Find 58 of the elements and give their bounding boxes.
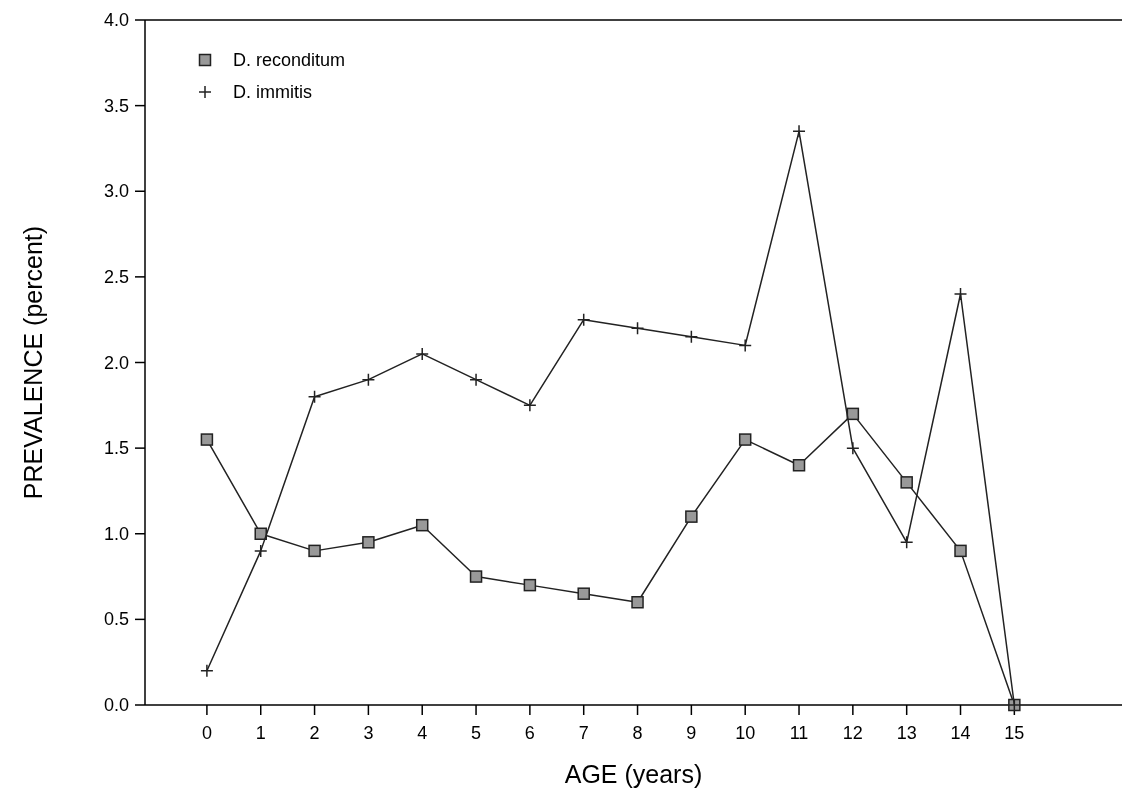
x-axis-title: AGE (years) (564, 760, 703, 788)
point (253, 544, 268, 558)
point (576, 312, 591, 327)
y-tick-label: 3.0 (103, 181, 129, 202)
point (200, 664, 214, 678)
point (469, 570, 483, 583)
legend-label: D. reconditum (233, 50, 346, 70)
y-tick-label: 3.5 (103, 95, 129, 116)
point (200, 433, 214, 446)
point (684, 330, 699, 344)
x-tick-label: 12 (842, 723, 863, 743)
y-tick-label: 2.0 (103, 352, 129, 373)
point (685, 510, 698, 523)
x-tick-label: 4 (417, 723, 428, 743)
point (415, 347, 429, 361)
y-tick-label: 2.5 (103, 266, 129, 287)
point (361, 372, 376, 387)
x-tick-label: 13 (896, 723, 917, 743)
x-tick-label: 3 (363, 723, 374, 743)
point (523, 578, 537, 592)
y-tick-label: 4.0 (103, 10, 129, 30)
point (899, 535, 914, 550)
point (523, 398, 537, 413)
y-tick-label: 1.5 (103, 438, 129, 459)
point (792, 124, 806, 139)
point (415, 518, 429, 532)
point (362, 536, 375, 549)
x-tick-label: 5 (471, 723, 482, 743)
point (738, 433, 752, 446)
x-tick-label: 6 (524, 723, 535, 743)
point (308, 544, 321, 558)
x-tick-label: 9 (686, 723, 697, 743)
x-tick-label: 11 (789, 723, 809, 743)
x-tick-label: 1 (255, 723, 266, 743)
y-tick-label: 0.0 (103, 695, 129, 715)
point (954, 544, 967, 558)
x-tick-label: 14 (950, 723, 971, 743)
point (577, 587, 590, 600)
y-axis-title: PREVALENCE (percent) (19, 225, 47, 500)
point (900, 476, 913, 489)
x-tick-label: 10 (735, 723, 756, 743)
x-tick-label: 7 (578, 723, 589, 743)
point (953, 287, 968, 301)
point (792, 459, 806, 472)
legend-label: D. immitis (233, 82, 312, 102)
point (254, 527, 267, 540)
y-tick-label: 1.0 (103, 523, 129, 544)
y-tick-label: 0.5 (103, 609, 129, 630)
point (846, 441, 860, 455)
x-tick-label: 0 (201, 723, 212, 743)
point (469, 372, 483, 387)
point (631, 596, 644, 609)
point (307, 390, 322, 404)
x-tick-label: 8 (632, 723, 643, 743)
point (630, 321, 645, 335)
point (738, 338, 752, 353)
x-tick-label: 15 (1004, 723, 1025, 743)
x-tick-label: 2 (309, 723, 320, 743)
